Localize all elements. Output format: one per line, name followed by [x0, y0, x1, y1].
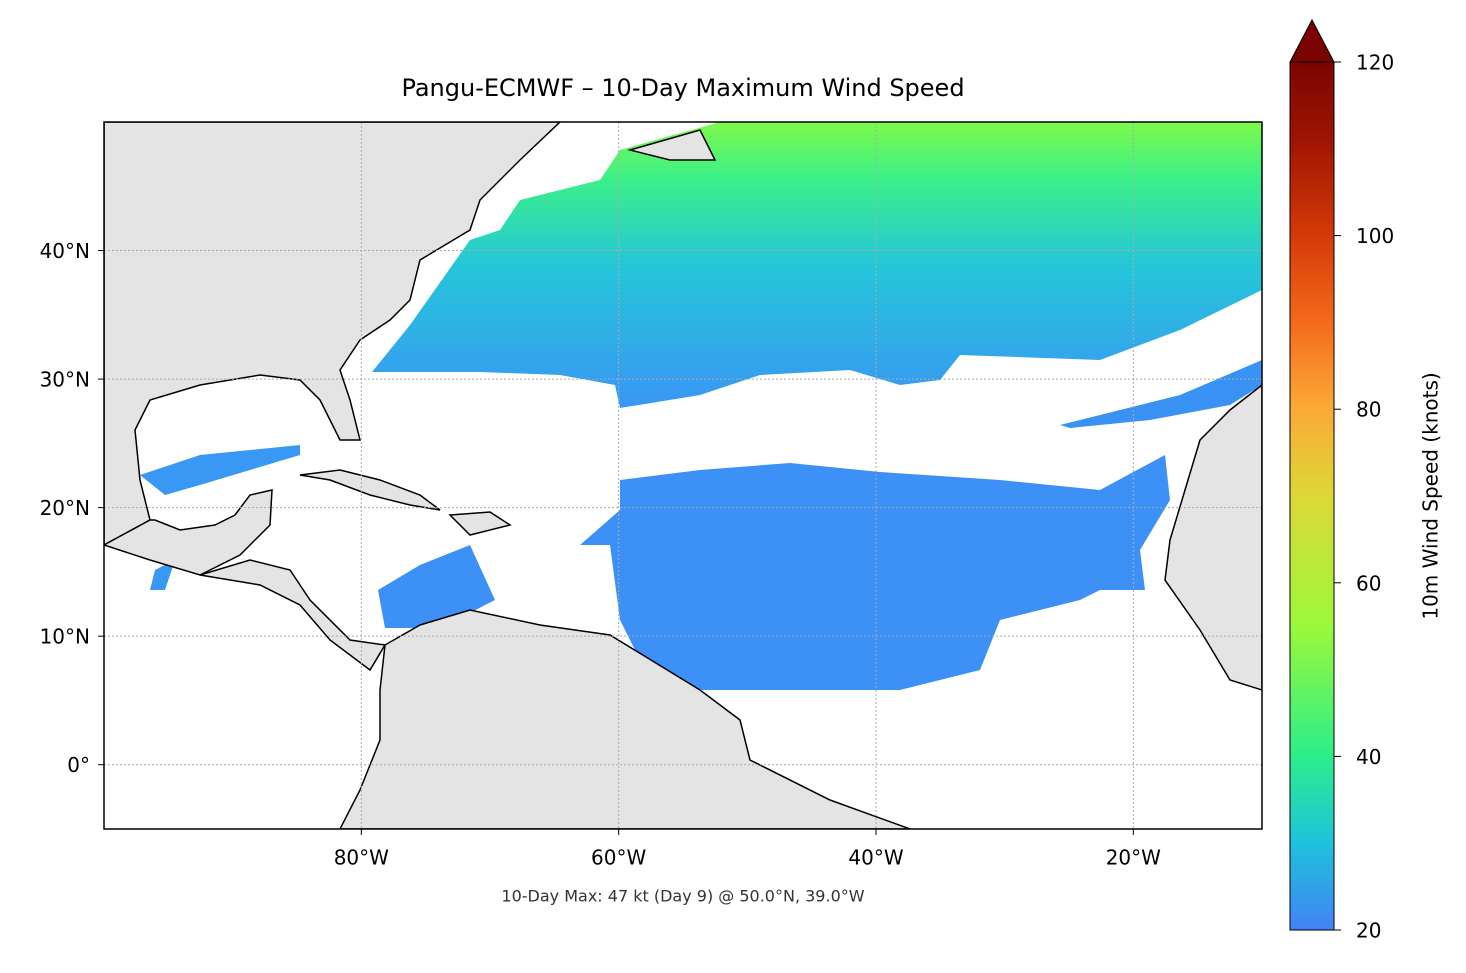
wind-field — [140, 445, 300, 495]
lat-tick-label: 0° — [67, 753, 90, 777]
lon-tick-label: 20°W — [1106, 846, 1161, 870]
lat-tick-label: 10°N — [40, 625, 90, 649]
north-america — [104, 122, 562, 546]
wind-field — [1060, 360, 1262, 428]
colorbar-tick-label: 100 — [1356, 224, 1394, 248]
lat-tick-label: 20°N — [40, 496, 90, 520]
colorbar-label: 10m Wind Speed (knots) — [1419, 372, 1443, 619]
hispaniola — [448, 511, 512, 536]
lat-tick-label: 40°N — [40, 239, 90, 263]
colorbar — [1289, 61, 1335, 931]
wind-field — [378, 545, 495, 628]
map-area — [104, 122, 1262, 829]
wind-field — [372, 122, 1262, 408]
colorbar-tick-label: 60 — [1356, 571, 1381, 595]
map-title: Pangu-ECMWF – 10-Day Maximum Wind Speed — [401, 74, 964, 102]
cuba — [299, 469, 441, 511]
annotation: 10-Day Max: 47 kt (Day 9) @ 50.0°N, 39.0… — [501, 887, 864, 906]
newfoundland — [627, 129, 717, 161]
lon-tick-label: 80°W — [334, 846, 389, 870]
colorbar-tick-label: 20 — [1356, 919, 1381, 943]
lon-tick-label: 40°W — [848, 846, 903, 870]
lon-tick-label: 60°W — [591, 846, 646, 870]
colorbar-tick-label: 80 — [1356, 398, 1381, 422]
lat-tick-label: 30°N — [40, 368, 90, 392]
colorbar-extend — [1289, 18, 1335, 63]
wind-field — [150, 560, 175, 590]
south-america — [339, 609, 911, 829]
africa — [1164, 384, 1262, 691]
wind-field — [580, 455, 1170, 690]
map-frame — [103, 121, 1263, 830]
colorbar-tick-label: 120 — [1356, 51, 1394, 75]
colorbar-tick-label: 40 — [1356, 745, 1381, 769]
